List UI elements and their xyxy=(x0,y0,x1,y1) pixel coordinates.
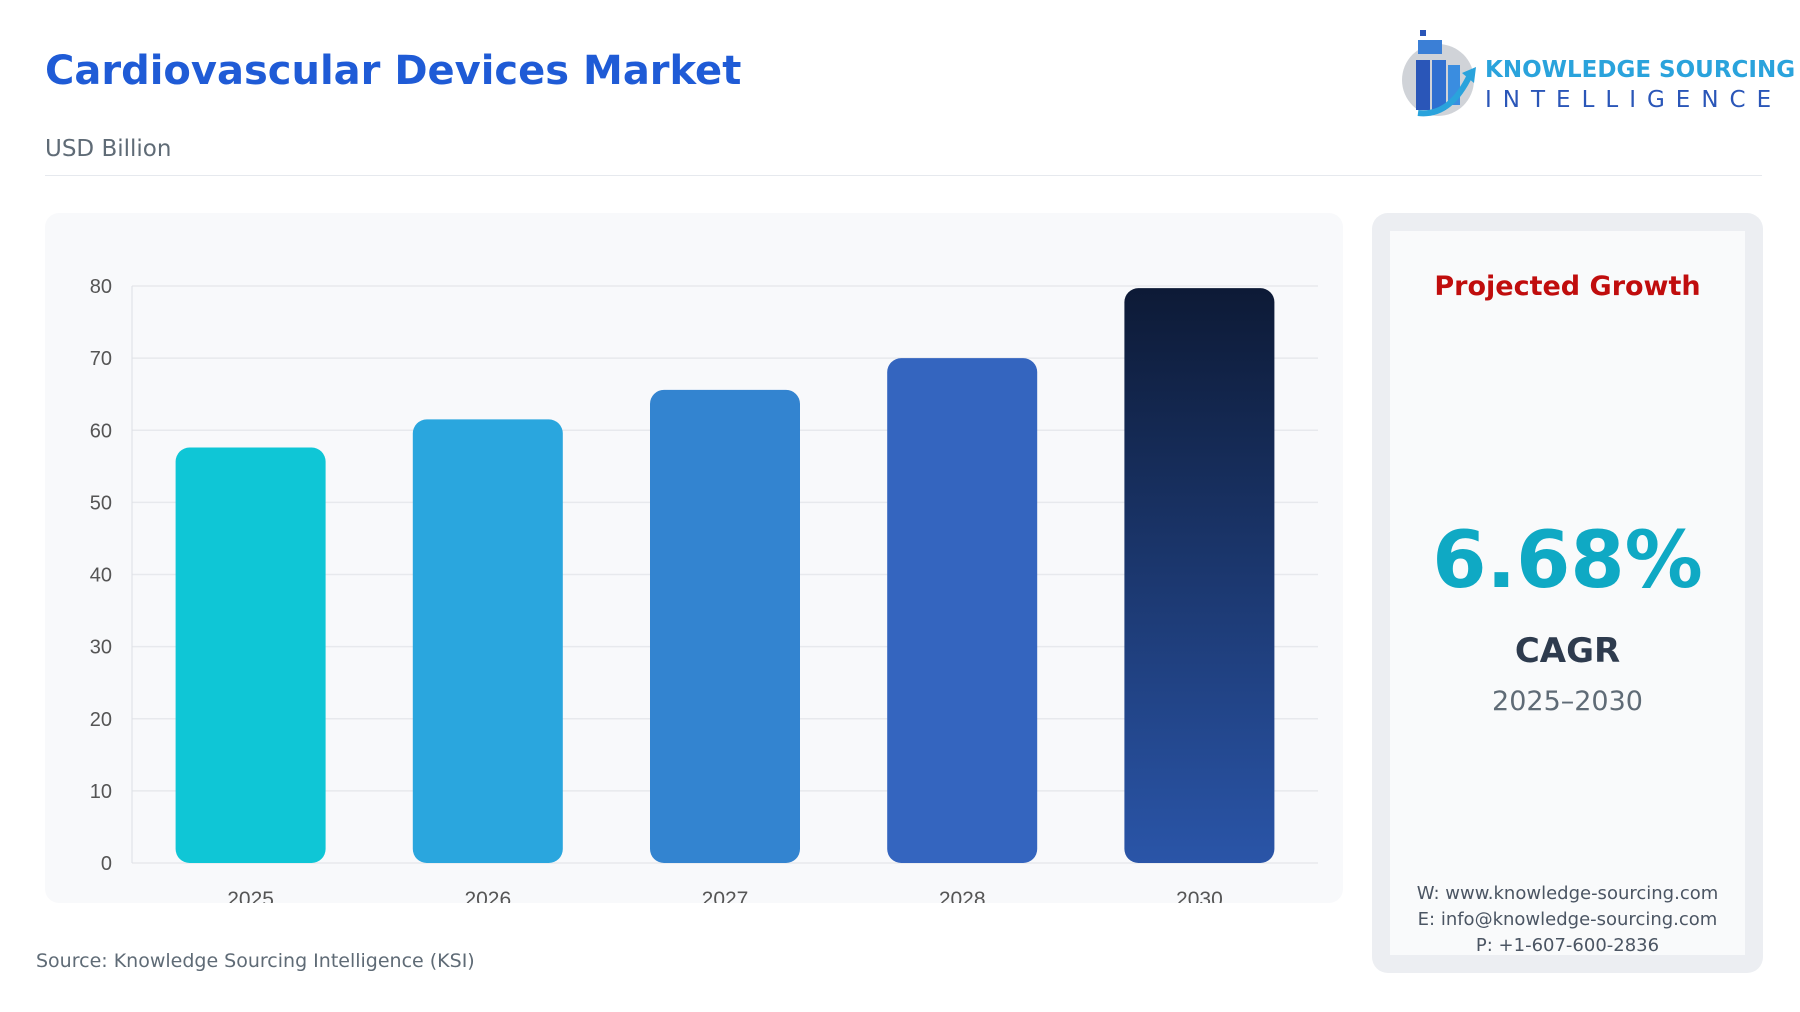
cagr-period: 2025–2030 xyxy=(1492,686,1643,717)
x-tick-label: 2030 xyxy=(1176,888,1223,903)
y-tick-label: 40 xyxy=(90,565,112,587)
growth-panel: Projected Growth 6.68% CAGR 2025–2030 W:… xyxy=(1372,213,1763,973)
x-tick-label: 2027 xyxy=(702,888,749,903)
bar-2028[interactable] xyxy=(887,358,1038,863)
logo-text-line1: KNOWLEDGE SOURCING xyxy=(1485,57,1796,83)
y-tick-label: 60 xyxy=(90,420,112,442)
cagr-label: CAGR xyxy=(1514,631,1621,671)
y-tick-label: 70 xyxy=(90,348,112,370)
source-note: Source: Knowledge Sourcing Intelligence … xyxy=(36,950,475,972)
cagr-value: 6.68% xyxy=(1432,516,1703,606)
company-logo: KNOWLEDGE SOURCING INTELLIGENCE xyxy=(1400,25,1795,120)
y-tick-label: 30 xyxy=(90,637,112,659)
email-link[interactable]: E: info@knowledge-sourcing.com xyxy=(1417,909,1718,930)
unit-subtitle: USD Billion xyxy=(45,136,172,162)
divider xyxy=(45,175,1762,176)
x-tick-label: 2028 xyxy=(939,888,986,903)
x-tick-label: 2026 xyxy=(464,888,511,903)
y-tick-label: 0 xyxy=(101,853,112,875)
bar-2025[interactable] xyxy=(175,447,326,863)
logo-text-line2: INTELLIGENCE xyxy=(1485,87,1783,113)
bar-2030[interactable] xyxy=(1124,288,1275,863)
y-tick-label: 50 xyxy=(90,492,112,514)
phone-text: P: +1-607-600-2836 xyxy=(1475,935,1660,956)
y-tick-label: 80 xyxy=(90,276,112,298)
logo-icon xyxy=(1402,30,1476,117)
page-title: Cardiovascular Devices Market xyxy=(45,48,742,94)
chart-card: 0 10 20 30 40 50 60 70 80 2025 2026 2027 2028 2030 xyxy=(45,213,1343,903)
website-link[interactable]: W: www.knowledge-sourcing.com xyxy=(1416,883,1719,904)
bar-2027[interactable] xyxy=(650,389,800,863)
x-tick-label: 2025 xyxy=(227,888,274,903)
bar-2026[interactable] xyxy=(412,419,563,863)
contact-info: W: www.knowledge-sourcing.com E: info@kn… xyxy=(1390,881,1745,959)
y-tick-label: 10 xyxy=(90,781,112,803)
projected-growth-heading: Projected Growth xyxy=(1434,271,1701,302)
y-tick-label: 20 xyxy=(90,709,112,731)
